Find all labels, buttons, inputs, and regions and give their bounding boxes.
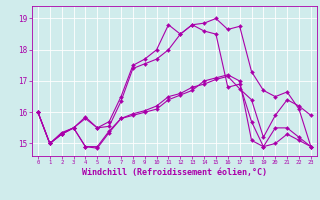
X-axis label: Windchill (Refroidissement éolien,°C): Windchill (Refroidissement éolien,°C) bbox=[82, 168, 267, 177]
